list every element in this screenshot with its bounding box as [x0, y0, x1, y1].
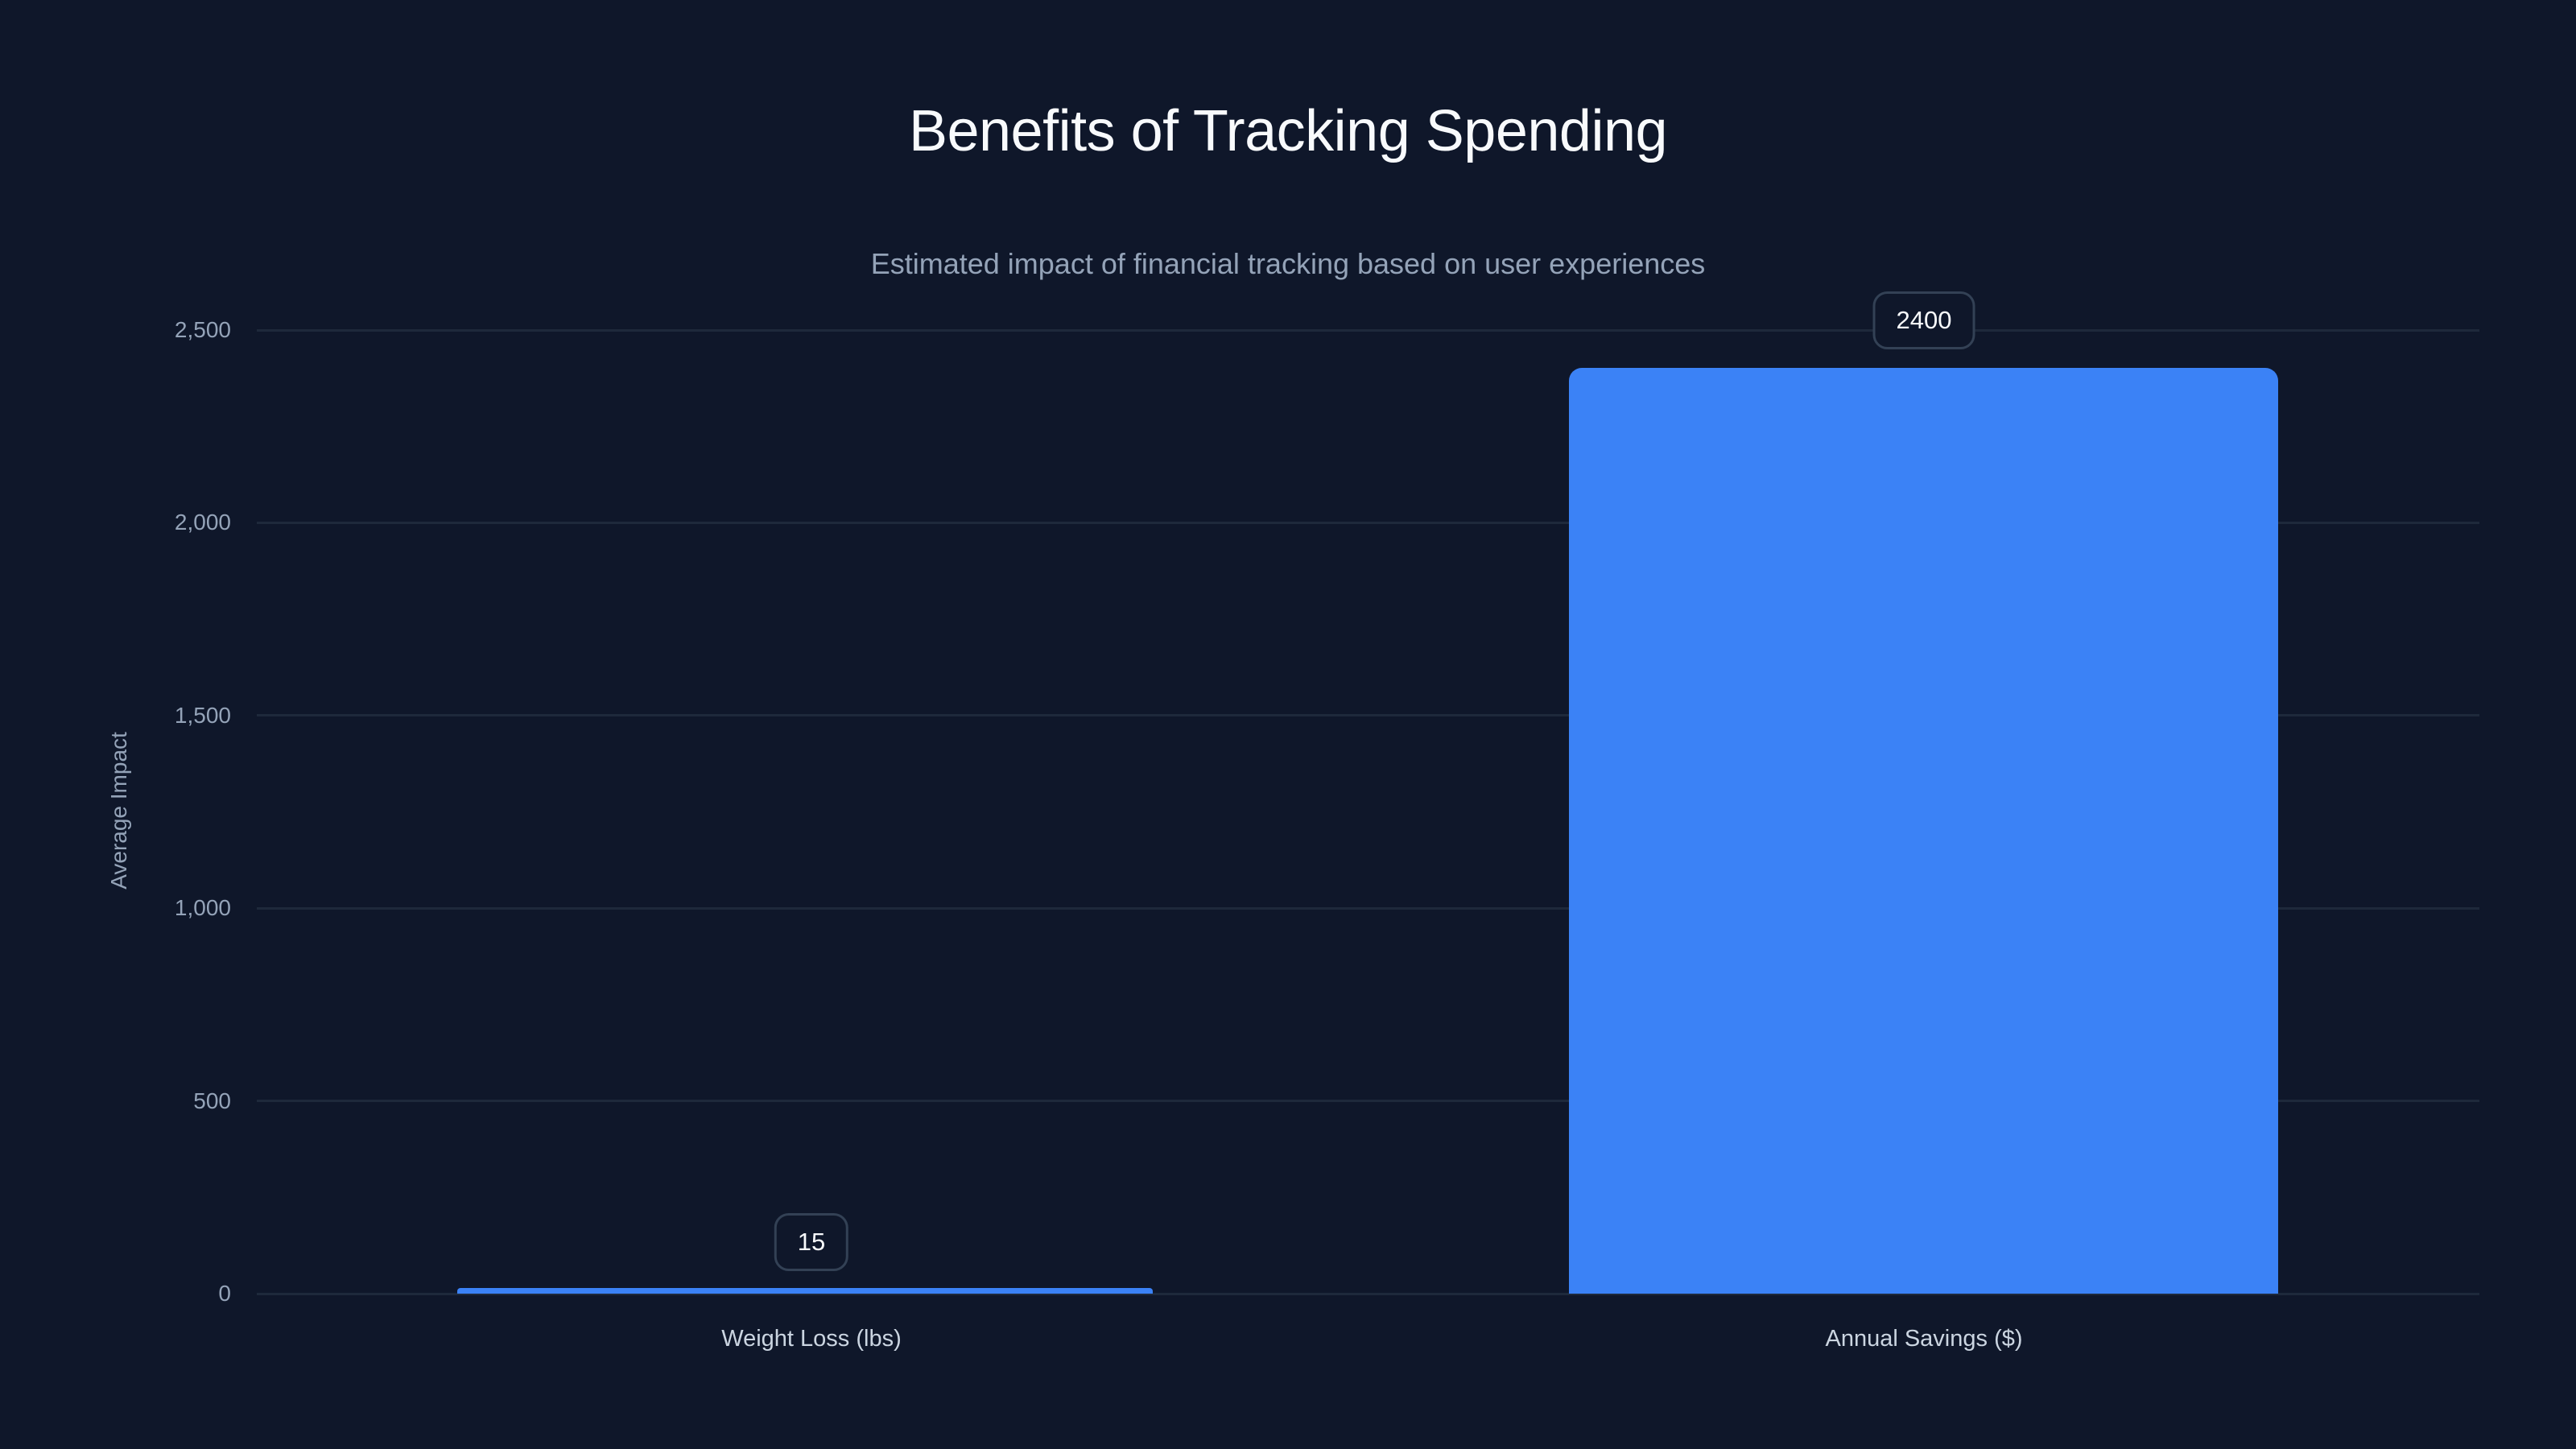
gridline-1500 — [257, 714, 2479, 716]
data-label-weight-loss: 15 — [774, 1213, 849, 1271]
gridline-1000 — [257, 907, 2479, 910]
x-category-label: Annual Savings ($) — [1825, 1326, 2023, 1352]
y-tick-label: 0 — [218, 1281, 231, 1306]
x-category-label: Weight Loss (lbs) — [721, 1326, 902, 1352]
chart-title: Benefits of Tracking Spending — [908, 99, 1668, 163]
bar-annual-savings[interactable] — [1569, 368, 2278, 1294]
y-tick-label: 2,000 — [174, 510, 231, 535]
gridline-2000 — [257, 522, 2479, 524]
chart-subtitle: Estimated impact of financial tracking b… — [870, 247, 1706, 280]
y-axis-label: Average Impact — [106, 732, 131, 890]
y-tick-label: 2,500 — [174, 317, 231, 342]
y-tick-label: 500 — [193, 1088, 231, 1113]
y-tick-label: 1,500 — [174, 703, 231, 728]
gridline-500 — [257, 1100, 2479, 1102]
gridline-2500 — [257, 329, 2479, 332]
bar-weight-loss[interactable] — [457, 1288, 1153, 1294]
data-label-annual-savings: 2400 — [1872, 291, 1975, 349]
y-tick-label: 1,000 — [174, 895, 231, 920]
gridline-0 — [257, 1293, 2479, 1295]
